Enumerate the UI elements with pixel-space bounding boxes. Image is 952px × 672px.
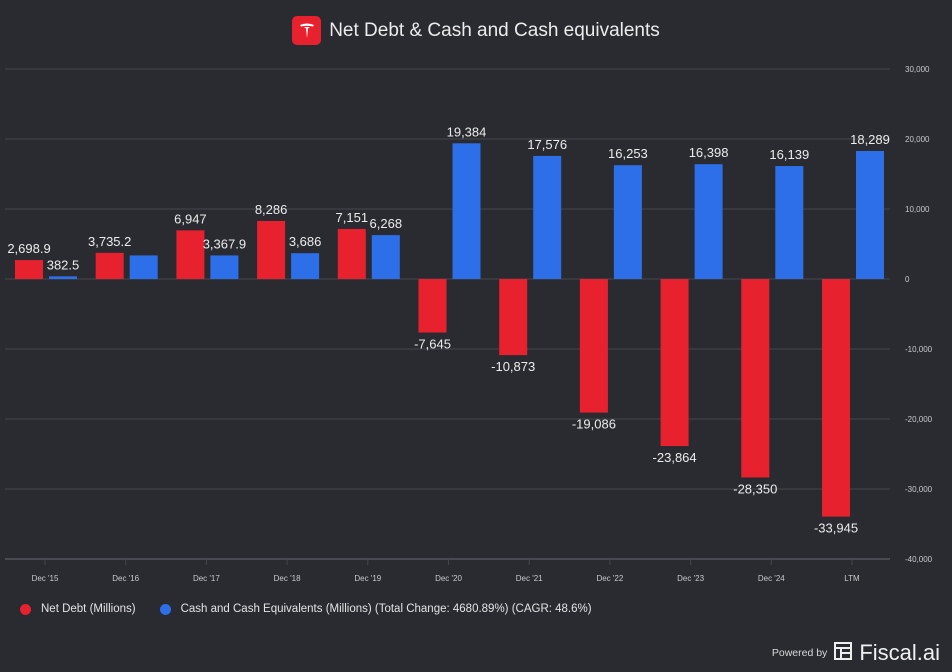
- footer: Powered by Fiscal.ai: [772, 640, 940, 666]
- powered-by-text: Powered by: [771, 647, 828, 659]
- bar-cash: [371, 235, 400, 279]
- bar-cash: [291, 253, 320, 279]
- data-label: 6,268: [370, 216, 403, 231]
- data-label: -7,645: [414, 337, 451, 352]
- y-tick-label: -30,000: [905, 485, 933, 494]
- legend: Net Debt (Millions) Cash and Cash Equiva…: [20, 603, 592, 615]
- y-tick-label: -10,000: [905, 345, 933, 354]
- y-tick-label: -20,000: [905, 415, 933, 424]
- x-tick-label: Dec '17: [193, 574, 220, 583]
- bar-cash: [129, 255, 158, 279]
- data-label: -28,350: [733, 481, 777, 496]
- data-label: 16,253: [608, 146, 648, 161]
- data-label: 16,398: [689, 145, 729, 160]
- data-label: -23,864: [653, 450, 697, 465]
- data-label: 18,289: [850, 132, 890, 147]
- bar-net-debt: [176, 230, 205, 279]
- x-tick-label: LTM: [844, 574, 860, 583]
- bar-net-debt: [95, 252, 124, 279]
- data-label: 8,286: [255, 202, 288, 217]
- x-tick-label: Dec '16: [112, 574, 139, 583]
- x-tick-label: Dec '22: [596, 574, 623, 583]
- data-label: 19,384: [447, 124, 487, 139]
- bar-cash: [452, 143, 481, 279]
- x-tick-label: Dec '18: [274, 574, 301, 583]
- x-tick-label: Dec '24: [758, 574, 785, 583]
- y-tick-label: 30,000: [905, 65, 930, 74]
- data-label: 3,686: [289, 234, 322, 249]
- x-tick-label: Dec '23: [677, 574, 704, 583]
- bar-cash: [210, 255, 239, 279]
- data-label: -19,086: [572, 417, 616, 432]
- bar-net-debt: [418, 279, 447, 333]
- data-label: -10,873: [491, 359, 535, 374]
- data-label: 3,367.9: [203, 236, 246, 251]
- data-label: 6,947: [174, 211, 207, 226]
- fiscal-logo-icon: [833, 641, 853, 666]
- bar-net-debt: [15, 260, 43, 279]
- data-label: 382.5: [47, 257, 80, 272]
- x-tick-label: Dec '21: [516, 574, 543, 583]
- y-tick-label: -40,000: [905, 555, 933, 564]
- bar-net-debt: [337, 228, 366, 279]
- legend-label: Cash and Cash Equivalents (Millions) (To…: [180, 603, 592, 615]
- bar-cash: [694, 164, 723, 279]
- bar-net-debt: [499, 279, 528, 356]
- x-tick-label: Dec '19: [354, 574, 381, 583]
- legend-item-net-debt[interactable]: Net Debt (Millions): [20, 603, 136, 615]
- y-tick-label: 10,000: [905, 205, 930, 214]
- bar-net-debt: [579, 279, 608, 413]
- bar-net-debt: [822, 279, 850, 517]
- brand-name: Fiscal.ai: [859, 640, 940, 665]
- y-tick-label: 20,000: [905, 135, 930, 144]
- legend-dot-red: [20, 603, 31, 615]
- legend-label: Net Debt (Millions): [41, 603, 136, 615]
- data-label: -33,945: [814, 521, 858, 536]
- x-tick-label: Dec '20: [435, 574, 462, 583]
- y-tick-label: 0: [905, 275, 910, 284]
- bar-net-debt: [741, 279, 770, 478]
- bar-cash: [775, 166, 804, 279]
- bar-cash: [856, 150, 884, 279]
- legend-item-cash[interactable]: Cash and Cash Equivalents (Millions) (To…: [159, 603, 592, 615]
- bar-cash: [613, 165, 642, 279]
- data-label: 16,139: [769, 147, 809, 162]
- data-label: 3,735.2: [88, 234, 131, 249]
- chart-title: Net Debt & Cash and Cash equivalents: [0, 16, 952, 45]
- data-label: 7,151: [336, 210, 369, 225]
- tesla-logo-icon: [292, 16, 322, 45]
- data-label: 17,576: [527, 137, 567, 152]
- legend-dot-blue: [159, 603, 171, 615]
- bar-net-debt: [257, 220, 286, 279]
- data-label: 2,698.9: [7, 241, 50, 256]
- title-text: Net Debt & Cash and Cash equivalents: [329, 19, 660, 41]
- bar-net-debt: [660, 279, 689, 447]
- bar-cash: [533, 155, 562, 279]
- x-tick-label: Dec '15: [32, 574, 59, 583]
- bar-cash: [49, 276, 77, 279]
